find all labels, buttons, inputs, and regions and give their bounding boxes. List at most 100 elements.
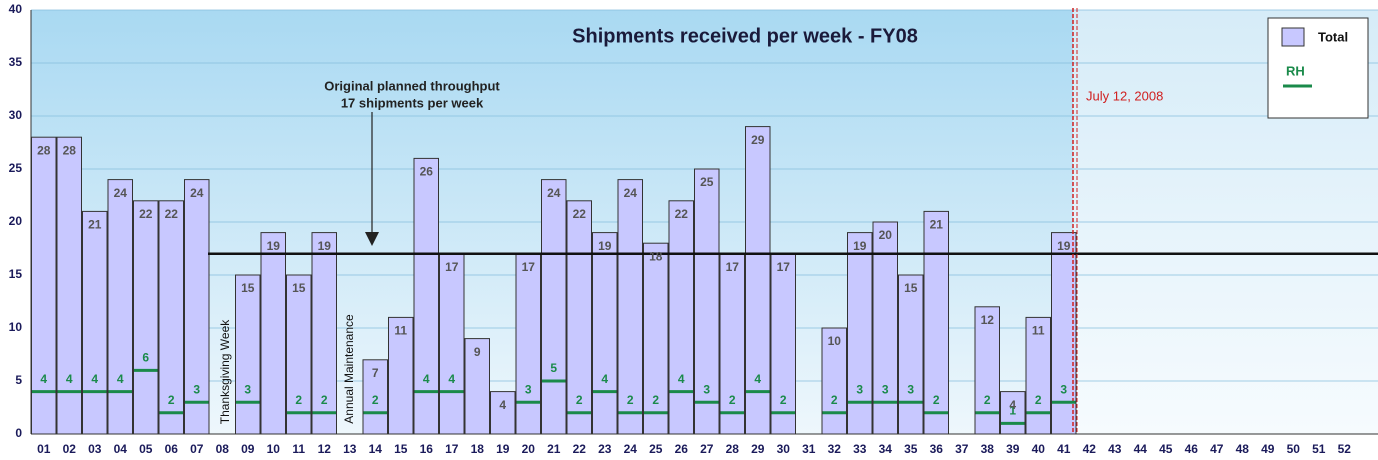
value-label: 28 xyxy=(37,143,51,157)
x-tick-label: 48 xyxy=(1236,442,1250,456)
rh-label: 3 xyxy=(703,382,710,396)
rh-label: 3 xyxy=(525,382,532,396)
rh-label: 3 xyxy=(1060,382,1067,396)
bar xyxy=(821,327,847,435)
bar xyxy=(668,200,694,435)
rh-label: 4 xyxy=(448,372,455,386)
rh-label: 2 xyxy=(576,393,583,407)
x-tick-label: 06 xyxy=(165,442,179,456)
value-label: 7 xyxy=(372,366,379,380)
y-tick-label: 35 xyxy=(9,55,23,69)
x-tick-label: 17 xyxy=(445,442,459,456)
x-tick-label: 25 xyxy=(649,442,663,456)
y-tick-label: 25 xyxy=(9,161,23,175)
x-tick-label: 03 xyxy=(88,442,102,456)
annotation: Thanksgiving Week xyxy=(218,319,232,424)
value-label: 24 xyxy=(547,186,561,200)
rh-label: 2 xyxy=(933,393,940,407)
y-tick-label: 10 xyxy=(9,320,23,334)
date-label: July 12, 2008 xyxy=(1086,88,1163,103)
y-tick-label: 15 xyxy=(9,267,23,281)
rh-label: 2 xyxy=(831,393,838,407)
value-label: 9 xyxy=(474,345,481,359)
value-label: 25 xyxy=(700,175,714,189)
chart-title: Shipments received per week - FY08 xyxy=(572,25,918,47)
rh-label: 2 xyxy=(627,393,634,407)
value-label: 29 xyxy=(751,133,765,147)
bar xyxy=(1025,316,1051,435)
rh-label: 2 xyxy=(984,393,991,407)
value-label: 17 xyxy=(726,260,740,274)
bar xyxy=(107,179,133,435)
bar xyxy=(643,242,669,435)
annotation: Annual Maintenance xyxy=(342,314,356,424)
value-label: 22 xyxy=(675,207,689,221)
y-tick-label: 40 xyxy=(9,2,23,16)
x-tick-label: 38 xyxy=(981,442,995,456)
legend-label: Total xyxy=(1318,29,1348,44)
x-tick-label: 10 xyxy=(267,442,281,456)
bar xyxy=(592,232,618,435)
bar xyxy=(311,232,337,435)
bar xyxy=(566,200,592,435)
x-tick-label: 45 xyxy=(1159,442,1173,456)
x-tick-label: 16 xyxy=(420,442,434,456)
value-label: 19 xyxy=(318,239,332,253)
x-tick-label: 37 xyxy=(955,442,969,456)
value-label: 19 xyxy=(598,239,612,253)
rh-label: 4 xyxy=(423,372,430,386)
legend: Total RH xyxy=(1267,17,1369,119)
value-label: 22 xyxy=(165,207,179,221)
x-tick-label: 27 xyxy=(700,442,714,456)
x-tick-label: 30 xyxy=(777,442,791,456)
bar xyxy=(694,168,720,435)
bar xyxy=(260,232,286,435)
bar xyxy=(1051,232,1077,435)
bar xyxy=(515,253,541,435)
x-tick-label: 12 xyxy=(318,442,332,456)
bar xyxy=(31,136,57,435)
x-tick-label: 01 xyxy=(37,442,51,456)
x-tick-label: 34 xyxy=(879,442,893,456)
x-tick-label: 41 xyxy=(1057,442,1071,456)
x-tick-label: 32 xyxy=(828,442,842,456)
value-label: 10 xyxy=(828,334,842,348)
annotation: Original planned throughput xyxy=(324,78,500,93)
rh-label: 4 xyxy=(678,372,685,386)
rh-label: 2 xyxy=(168,393,175,407)
x-tick-label: 23 xyxy=(598,442,612,456)
rh-label: 4 xyxy=(66,372,73,386)
x-tick-label: 52 xyxy=(1338,442,1352,456)
rh-label: 2 xyxy=(780,393,787,407)
x-tick-label: 47 xyxy=(1210,442,1224,456)
rh-label: 2 xyxy=(652,393,659,407)
rh-label: 2 xyxy=(372,393,379,407)
rh-label: 1 xyxy=(1009,404,1016,418)
value-label: 15 xyxy=(241,281,255,295)
rh-label: 2 xyxy=(295,393,302,407)
value-label: 11 xyxy=(394,324,407,338)
bar xyxy=(286,274,312,435)
y-tick-label: 5 xyxy=(15,373,22,387)
x-tick-label: 39 xyxy=(1006,442,1020,456)
bar xyxy=(362,359,388,435)
value-label: 19 xyxy=(267,239,281,253)
x-tick-label: 51 xyxy=(1312,442,1326,456)
x-tick-label: 33 xyxy=(853,442,867,456)
y-tick-label: 0 xyxy=(15,426,22,440)
x-tick-label: 13 xyxy=(343,442,357,456)
value-label: 20 xyxy=(879,228,893,242)
value-label: 26 xyxy=(420,165,434,179)
value-label: 4 xyxy=(1009,398,1016,412)
value-label: 11 xyxy=(1032,324,1045,338)
rh-label: 4 xyxy=(91,372,98,386)
x-tick-label: 11 xyxy=(292,442,305,456)
rh-label: 3 xyxy=(882,382,889,396)
annotation: 17 shipments per week xyxy=(341,95,484,110)
x-tick-label: 08 xyxy=(216,442,230,456)
value-label: 22 xyxy=(139,207,153,221)
x-tick-label: 42 xyxy=(1083,442,1097,456)
value-label: 24 xyxy=(114,186,128,200)
rh-label: 2 xyxy=(729,393,736,407)
